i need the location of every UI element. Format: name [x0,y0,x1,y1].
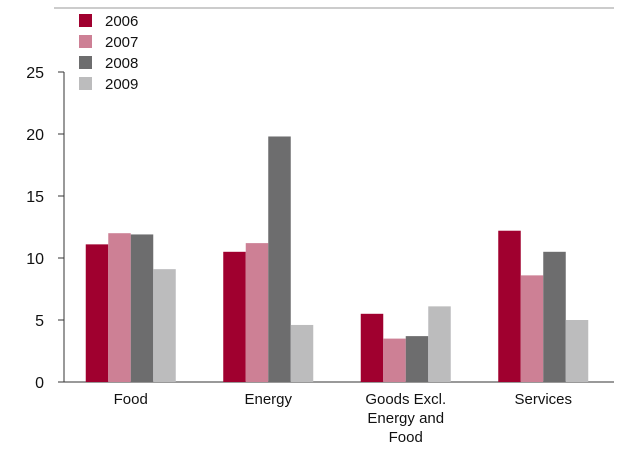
y-tick-label: 15 [26,189,44,206]
legend-label-2006: 2006 [105,13,138,30]
x-category-label: Food [114,391,148,408]
bar-2006-2 [360,313,384,382]
bar-2009-0 [153,269,176,382]
x-category-label-line: Food [389,429,423,446]
x-category-label-line: Services [514,391,572,408]
y-tick-label: 25 [26,65,44,82]
legend-label-2008: 2008 [105,55,138,72]
bar-2009-3 [565,320,589,382]
x-category-label-line: Food [114,391,148,408]
legend-label-2007: 2007 [105,34,138,51]
x-category-label: Services [514,391,572,408]
x-category-label-line: Energy and [367,410,444,427]
x-category-label-line: Goods Excl. [365,391,446,408]
bars [85,136,589,382]
legend-label-2009: 2009 [105,76,138,93]
bar-2008-1 [268,136,291,382]
bar-2008-0 [130,234,154,382]
bar-2007-1 [245,243,269,382]
x-category-label-line: Energy [244,391,292,408]
legend-swatch-2008 [79,56,92,69]
bar-2007-3 [520,275,544,382]
x-axis-labels: Food Energy Goods Excl. Energy and Food Servi… [114,391,572,446]
y-tick-label: 0 [35,375,44,392]
bar-2007-0 [108,233,131,382]
bar-2009-1 [290,324,314,382]
y-tick-label: 20 [26,127,44,144]
x-category-label: Goods Excl. Energy and Food [365,391,446,446]
bar-2006-3 [498,230,521,382]
bar-2008-3 [543,251,566,382]
legend-swatch-2007 [79,35,92,48]
y-tick-label: 5 [35,313,44,330]
bar-2006-0 [85,244,109,382]
x-category-label: Energy [244,391,292,408]
bar-2009-2 [428,306,451,382]
legend: 2006 2007 2008 2009 [79,13,138,93]
y-tick-label: 10 [26,251,44,268]
bar-2008-2 [405,336,429,382]
y-axis-ticks: 0 5 10 15 20 25 [26,65,64,392]
bar-2007-2 [383,338,406,382]
bar-2006-1 [223,251,246,382]
legend-swatch-2006 [79,14,92,27]
legend-swatch-2009 [79,77,92,90]
